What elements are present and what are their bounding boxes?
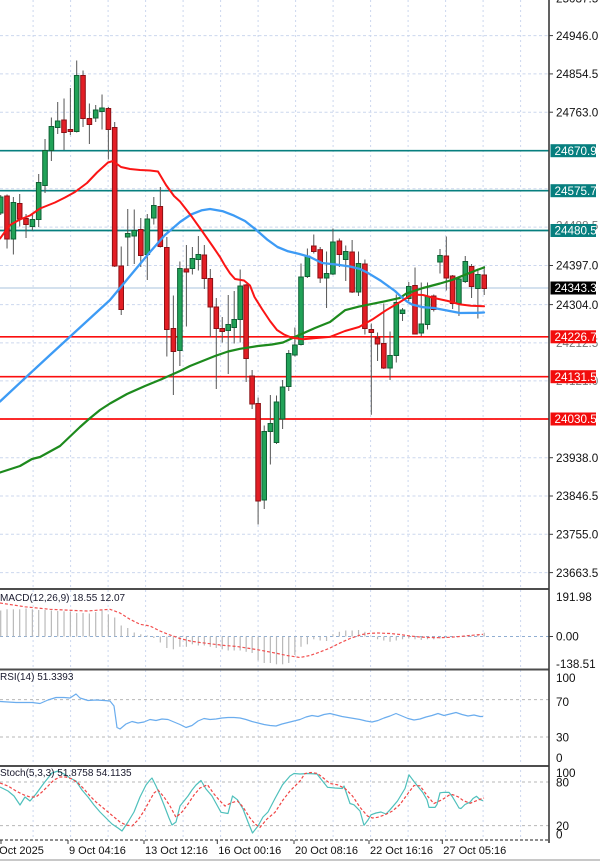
- svg-text:20: 20: [556, 820, 570, 833]
- svg-text:100: 100: [556, 767, 576, 780]
- svg-text:23846.5: 23846.5: [556, 490, 599, 503]
- svg-text:24763.0: 24763.0: [556, 106, 599, 119]
- svg-text:23663.5: 23663.5: [556, 567, 599, 580]
- svg-text:-138.51: -138.51: [556, 658, 596, 671]
- svg-text:9 Oct 04:16: 9 Oct 04:16: [69, 845, 126, 857]
- svg-text:RSI(14) 51.3393: RSI(14) 51.3393: [0, 672, 74, 683]
- svg-text:25037.5: 25037.5: [556, 0, 599, 6]
- svg-text:24480.5: 24480.5: [555, 225, 598, 238]
- svg-text:16 Oct 00:16: 16 Oct 00:16: [218, 845, 281, 857]
- svg-text:20 Oct 08:16: 20 Oct 08:16: [295, 845, 358, 857]
- svg-text:24946.0: 24946.0: [556, 30, 599, 43]
- svg-text:0: 0: [556, 829, 563, 842]
- svg-text:70: 70: [556, 696, 570, 709]
- svg-text:191.98: 191.98: [556, 591, 592, 604]
- svg-text:23755.0: 23755.0: [556, 529, 599, 542]
- svg-text:24343.3: 24343.3: [555, 282, 597, 295]
- svg-text:22 Oct 16:16: 22 Oct 16:16: [370, 845, 433, 857]
- svg-text:24304.0: 24304.0: [556, 299, 599, 312]
- svg-text:24575.7: 24575.7: [555, 185, 597, 198]
- svg-text:80: 80: [556, 777, 570, 790]
- svg-text:24226.7: 24226.7: [555, 331, 597, 344]
- svg-text:13 Oct 12:16: 13 Oct 12:16: [145, 845, 208, 857]
- svg-text:24670.9: 24670.9: [555, 145, 597, 158]
- svg-text:30: 30: [556, 732, 570, 745]
- svg-text:Stoch(5,3,3) 51.8758 54.1135: Stoch(5,3,3) 51.8758 54.1135: [0, 768, 132, 779]
- svg-text:27 Oct 05:16: 27 Oct 05:16: [443, 845, 506, 857]
- svg-text:23938.0: 23938.0: [556, 452, 599, 465]
- svg-text:100: 100: [556, 672, 576, 685]
- svg-text:7 Oct 2025: 7 Oct 2025: [0, 845, 44, 857]
- svg-text:0.00: 0.00: [556, 631, 579, 644]
- svg-text:24131.5: 24131.5: [555, 371, 598, 384]
- svg-text:MACD(12,26,9) 18.55 12.07: MACD(12,26,9) 18.55 12.07: [0, 593, 126, 604]
- svg-text:0: 0: [556, 752, 563, 765]
- svg-text:24854.5: 24854.5: [556, 68, 599, 81]
- svg-text:24397.0: 24397.0: [556, 260, 599, 273]
- svg-text:24030.5: 24030.5: [555, 413, 598, 426]
